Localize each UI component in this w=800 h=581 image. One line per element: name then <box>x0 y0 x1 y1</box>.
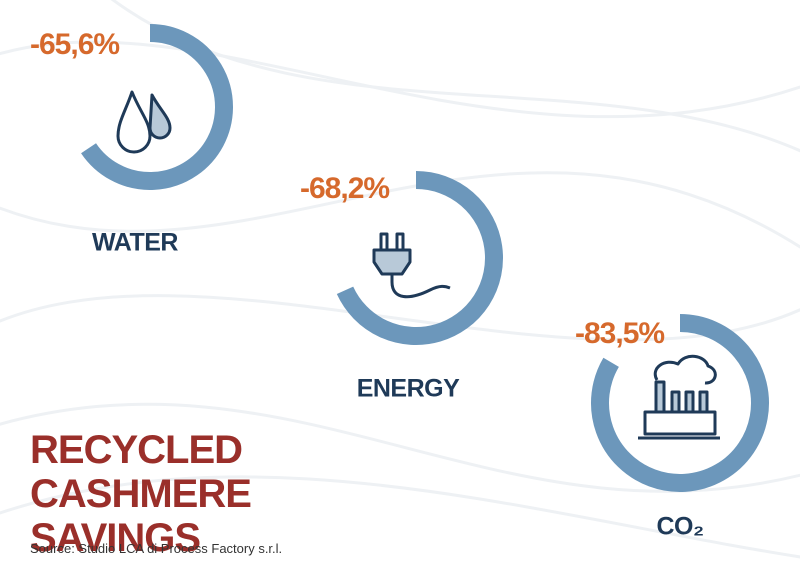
category-label: WATER <box>92 229 178 257</box>
value-label: -83,5% <box>575 317 664 350</box>
source: Source: Studio LCA di Process Factory s.… <box>30 541 283 556</box>
category-label: ENERGY <box>357 375 460 403</box>
plug-icon <box>372 232 451 299</box>
factory-icon <box>638 354 720 440</box>
category-label: CO₂ <box>656 513 703 541</box>
title: RECYCLED CASHMERE SAVINGS <box>30 428 252 560</box>
value-label: -65,6% <box>30 28 119 61</box>
gauge-arc <box>81 24 233 190</box>
value-label: -68,2% <box>300 172 389 205</box>
gauge-arc <box>591 314 769 492</box>
gauge-arc <box>336 171 503 345</box>
water-icon <box>116 90 172 154</box>
